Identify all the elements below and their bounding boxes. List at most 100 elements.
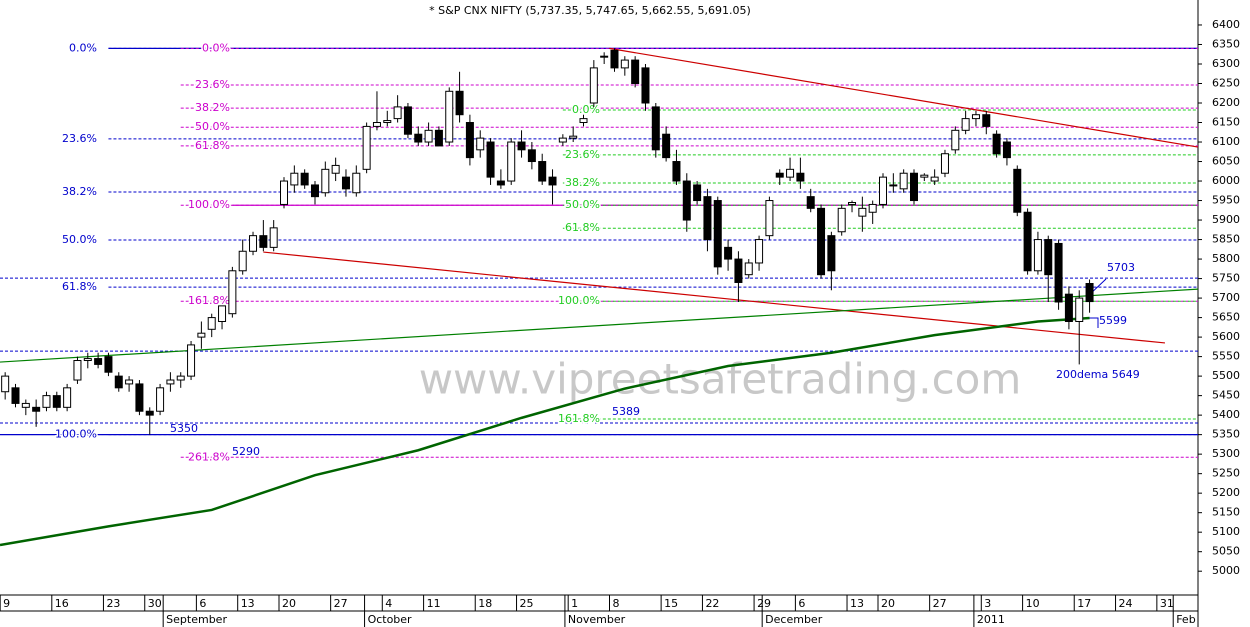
fib-label: 100.0%	[558, 294, 600, 307]
x-tick-label: 3	[984, 597, 991, 610]
candle-body	[1033, 239, 1042, 272]
candle-body	[104, 356, 113, 373]
x-tick-label: 13	[850, 597, 864, 610]
y-tick-label: 5550	[1212, 350, 1240, 363]
candle-body	[713, 200, 722, 268]
x-tick-label: 18	[478, 597, 492, 610]
candle-body	[238, 250, 247, 272]
candle-body	[259, 235, 268, 248]
candle-body	[114, 375, 123, 389]
candle-body	[992, 133, 1001, 155]
x-tick-label: 13	[241, 597, 255, 610]
candle-body	[610, 49, 619, 69]
x-tick-label: 6	[199, 597, 206, 610]
candle-body	[1013, 168, 1022, 213]
candle-body	[631, 59, 640, 84]
candle-body	[734, 258, 743, 283]
candle-body	[156, 387, 165, 412]
candle-body	[786, 168, 795, 178]
candle-body	[868, 203, 877, 213]
y-tick-label: 5600	[1212, 330, 1240, 343]
x-tick-label: 8	[612, 597, 619, 610]
fib-label: 23.6%	[62, 132, 97, 145]
candle-body	[269, 227, 278, 248]
fib-label: 50.0%	[565, 198, 600, 211]
annotation: 5389	[612, 405, 640, 418]
candle-body	[341, 176, 350, 190]
candle-body	[455, 90, 464, 116]
candle-body	[569, 135, 578, 139]
candle-body	[424, 129, 433, 143]
fib-label: 38.2%	[195, 101, 230, 114]
candle-body	[83, 358, 92, 362]
candle-body	[527, 149, 536, 163]
y-tick-label: 5900	[1212, 213, 1240, 226]
candle-body	[372, 122, 381, 127]
candle-body	[321, 168, 330, 194]
x-tick-label: 23	[106, 597, 120, 610]
annotation: 5703	[1107, 261, 1135, 274]
candle-body	[755, 239, 764, 264]
candle-body	[1054, 242, 1063, 303]
watermark: www.vipreetsafetrading.com	[419, 355, 1022, 404]
y-tick-label: 5950	[1212, 194, 1240, 207]
fib-label: 0.0%	[69, 41, 97, 54]
month-label: October	[368, 613, 412, 626]
candle-body	[445, 90, 454, 143]
x-tick-label: 10	[1026, 597, 1040, 610]
dema-line	[0, 316, 1090, 547]
candle-body	[207, 317, 216, 330]
candle-body	[300, 172, 309, 186]
candle-body	[476, 137, 485, 151]
candle-body	[951, 129, 960, 151]
y-tick-label: 5850	[1212, 233, 1240, 246]
candle-body	[517, 141, 526, 151]
candle-body	[848, 201, 857, 205]
candle-body	[817, 207, 826, 276]
candle-body	[310, 184, 319, 198]
candle-body	[290, 172, 299, 186]
y-tick-label: 5100	[1212, 525, 1240, 538]
candle-body	[1085, 283, 1094, 303]
candle-body	[403, 106, 412, 135]
candle-body	[1075, 297, 1084, 322]
candle-body	[63, 387, 72, 408]
candle-body	[806, 196, 815, 209]
month-label: 2011	[977, 613, 1005, 626]
x-tick-label: 15	[664, 597, 678, 610]
month-label: November	[568, 613, 626, 626]
fib-label: 61.8%	[195, 139, 230, 152]
fib-label: 0.0%	[572, 103, 600, 116]
trendline	[609, 47, 1199, 148]
candle-body	[879, 176, 888, 205]
candle-body	[1, 375, 10, 393]
candle-body	[982, 114, 991, 127]
y-tick-label: 5150	[1212, 506, 1240, 519]
y-tick-label: 5800	[1212, 252, 1240, 265]
candle-body	[971, 114, 980, 120]
fib-label: 38.2%	[62, 185, 97, 198]
candle-body	[744, 262, 753, 276]
candle-body	[1064, 293, 1073, 322]
fib-label: 61.8%	[565, 221, 600, 234]
candle-body	[651, 106, 660, 151]
candle-body	[1002, 141, 1011, 159]
candle-body	[703, 196, 712, 241]
candle-body	[166, 379, 175, 385]
x-tick-label: 24	[1119, 597, 1133, 610]
candle-body	[331, 164, 340, 174]
candle-body	[352, 172, 361, 194]
candle-body	[135, 383, 144, 412]
candle-body	[940, 153, 949, 174]
candle-body	[672, 161, 681, 182]
candle-body	[600, 55, 609, 58]
candle-body	[961, 118, 970, 131]
y-tick-label: 6200	[1212, 96, 1240, 109]
x-tick-label: 1	[571, 597, 578, 610]
month-label: December	[765, 613, 823, 626]
y-tick-label: 6350	[1212, 37, 1240, 50]
annotation: 200dema 5649	[1056, 368, 1140, 381]
fib-label: 0.0%	[202, 41, 230, 54]
fib-label: 23.6%	[195, 78, 230, 91]
